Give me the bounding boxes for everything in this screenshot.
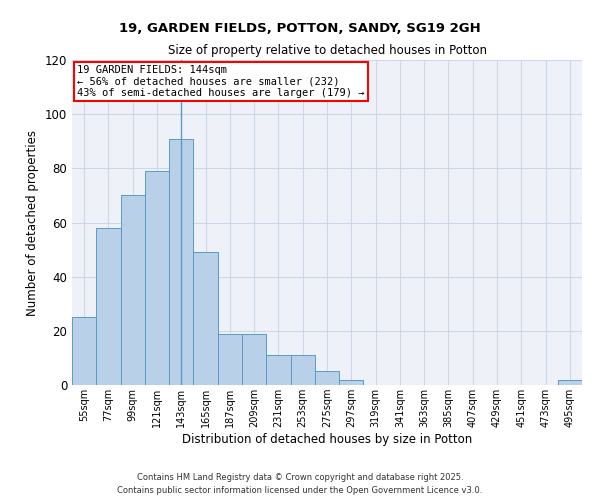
Title: Size of property relative to detached houses in Potton: Size of property relative to detached ho… xyxy=(167,44,487,58)
Text: 19, GARDEN FIELDS, POTTON, SANDY, SG19 2GH: 19, GARDEN FIELDS, POTTON, SANDY, SG19 2… xyxy=(119,22,481,36)
Text: Contains HM Land Registry data © Crown copyright and database right 2025.
Contai: Contains HM Land Registry data © Crown c… xyxy=(118,474,482,495)
Bar xyxy=(558,380,582,385)
Bar xyxy=(145,171,169,385)
Y-axis label: Number of detached properties: Number of detached properties xyxy=(26,130,39,316)
Bar xyxy=(193,252,218,385)
Text: 19 GARDEN FIELDS: 144sqm
← 56% of detached houses are smaller (232)
43% of semi-: 19 GARDEN FIELDS: 144sqm ← 56% of detach… xyxy=(77,65,365,98)
Bar xyxy=(266,355,290,385)
X-axis label: Distribution of detached houses by size in Potton: Distribution of detached houses by size … xyxy=(182,433,472,446)
Bar xyxy=(72,318,96,385)
Bar xyxy=(339,380,364,385)
Bar xyxy=(242,334,266,385)
Bar xyxy=(315,372,339,385)
Bar xyxy=(169,138,193,385)
Bar xyxy=(218,334,242,385)
Bar xyxy=(96,228,121,385)
Bar xyxy=(121,196,145,385)
Bar xyxy=(290,355,315,385)
